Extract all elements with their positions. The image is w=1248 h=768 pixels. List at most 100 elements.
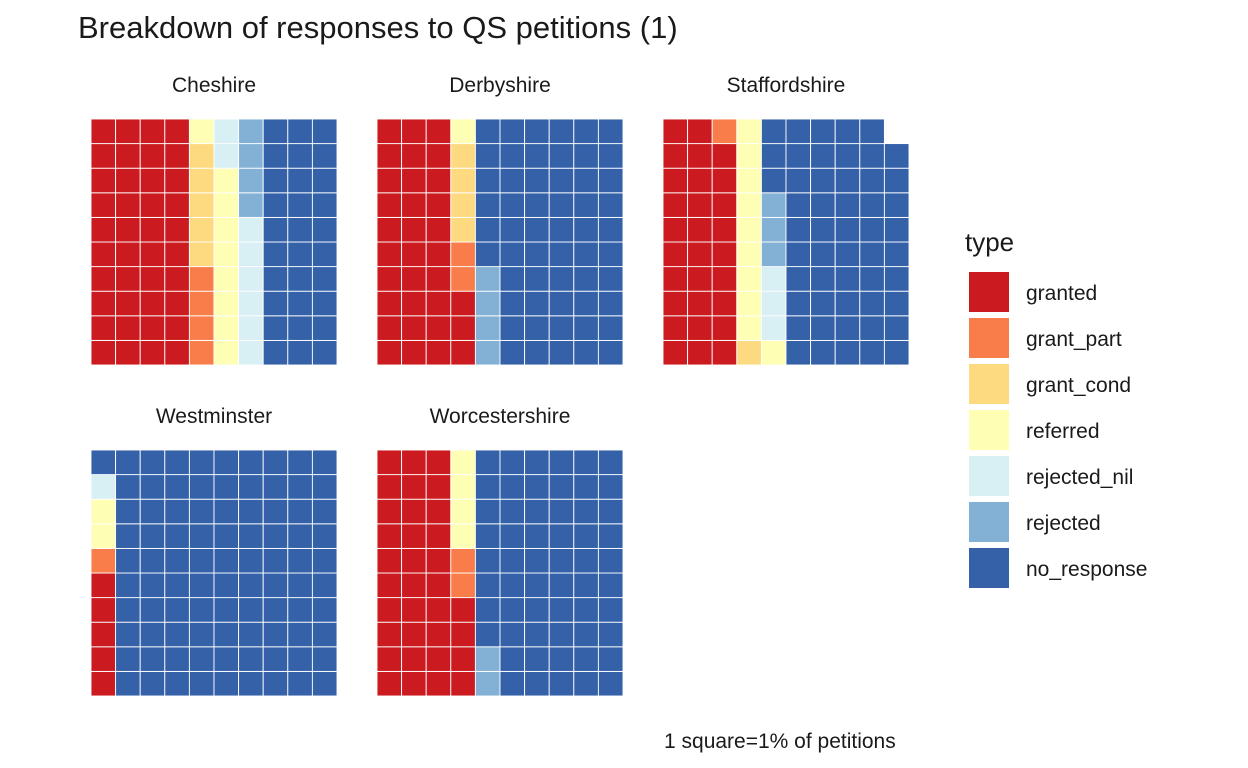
waffle-square-no_response [287,597,313,623]
waffle-square-no_response [164,547,190,574]
waffle-square-rejected_nil [238,315,264,341]
waffle-square-no_response [139,670,166,697]
waffle-square-no_response [883,241,910,268]
waffle-square-no_response [139,474,166,500]
waffle-square-rejected_nil [238,216,264,243]
waffle-square-no_response [573,315,599,341]
waffle-square-no_response [834,192,861,218]
waffle-square-rejected [238,192,264,218]
waffle-square-no_response [859,167,885,194]
waffle-square-no_response [785,143,812,169]
waffle-square-granted [425,290,452,317]
waffle-square-no_response [883,266,910,292]
waffle-square-granted [401,449,427,476]
waffle-square-no_response [548,266,575,292]
waffle-square-granted [90,118,117,145]
waffle-square-granted [425,216,452,243]
waffle-square-no_response [139,547,166,574]
waffle-square-granted [139,167,166,194]
waffle-square-no_response [573,118,599,145]
waffle-square-no_response [115,498,141,525]
waffle-square-granted [401,266,427,292]
waffle-square-no_response [213,597,240,623]
waffle-square-no_response [238,498,264,525]
waffle-square-rejected_nil [90,474,117,500]
waffle-square-no_response [139,646,166,672]
waffle-square-granted [401,167,427,194]
waffle-square-no_response [859,266,885,292]
waffle-square-granted [687,167,713,194]
waffle-square-no_response [311,192,338,218]
waffle-square-no_response [573,498,599,525]
waffle-square-no_response [597,547,624,574]
waffle-square-no_response [883,290,910,317]
waffle-square-no_response [524,523,550,549]
waffle-square-no_response [188,547,215,574]
waffle-square-granted [376,192,403,218]
waffle-square-no_response [499,597,526,623]
waffle-square-grant_part [450,241,476,268]
waffle-square-no_response [474,216,501,243]
waffle-square-no_response [238,621,264,648]
waffle-square-no_response [262,290,289,317]
chart-caption: 1 square=1% of petitions [664,730,896,753]
waffle-square-no_response [597,572,624,599]
legend-label-rejected_nil: rejected_nil [1026,466,1133,489]
waffle-square-no_response [499,266,526,292]
waffle-square-no_response [311,670,338,697]
waffle-square-rejected [474,670,501,697]
waffle-square-no_response [573,572,599,599]
waffle-square-no_response [188,572,215,599]
waffle-square-no_response [883,167,910,194]
waffle-square-granted [687,266,713,292]
waffle-square-no_response [859,315,885,341]
waffle-square-no_response [287,216,313,243]
waffle-square-no_response [287,315,313,341]
chart-title: Breakdown of responses to QS petitions (… [78,10,678,45]
waffle-square-no_response [548,143,575,169]
waffle-square-no_response [573,646,599,672]
facet-panels: Cheshire Derbyshire Staffordshire Westminst… [90,74,910,697]
waffle-square-no_response [474,241,501,268]
waffle-square-granted [164,118,190,145]
waffle-square-granted [687,216,713,243]
waffle-square-granted [662,266,689,292]
waffle-square-no_response [859,118,885,145]
waffle-square-no_response [311,621,338,648]
waffle-square-no_response [573,192,599,218]
waffle-square-no_response [287,143,313,169]
waffle-square-granted [90,339,117,366]
waffle-square-granted [115,216,141,243]
waffle-square-no_response [524,474,550,500]
waffle-square-no_response [597,143,624,169]
waffle-square-no_response [188,474,215,500]
waffle-square-granted [425,597,452,623]
waffle-square-granted [450,290,476,317]
waffle-square-no_response [810,167,836,194]
waffle-square-granted [90,290,117,317]
waffle-square-granted [401,523,427,549]
waffle-square-no_response [883,216,910,243]
waffle-square-no_response [548,597,575,623]
waffle-square-no_response [311,143,338,169]
waffle-square-no_response [524,646,550,672]
waffle-square-no_response [597,192,624,218]
waffle-square-referred [736,266,762,292]
waffle-square-no_response [311,646,338,672]
waffle-square-no_response [262,192,289,218]
waffle-square-rejected_nil [760,315,787,341]
waffle-square-grant_part [711,118,738,145]
waffle-square-referred [736,192,762,218]
waffle-square-no_response [238,670,264,697]
legend-label-grant_part: grant_part [1026,328,1122,351]
waffle-square-no_response [474,143,501,169]
waffle-square-no_response [311,216,338,243]
waffle-square-no_response [810,118,836,145]
waffle-square-no_response [474,167,501,194]
waffle-square-no_response [287,670,313,697]
waffle-square-no_response [883,315,910,341]
waffle-square-granted [376,646,403,672]
waffle-square-no_response [597,339,624,366]
waffle-square-granted [139,266,166,292]
facet-label: Derbyshire [449,74,551,97]
